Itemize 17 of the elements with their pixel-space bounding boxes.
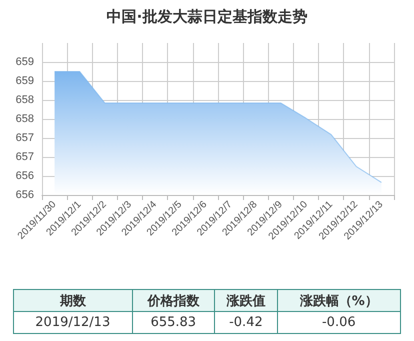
text: 涨跌值	[214, 290, 278, 312]
text: 涨跌幅（%）	[277, 290, 400, 312]
y-tick-label: 658	[16, 94, 34, 106]
chart-title: 中国·批发大蒜日定基指数走势	[106, 8, 308, 26]
y-tick-label: 656	[16, 170, 34, 182]
y-tick-label: 656	[16, 189, 34, 201]
y-tick-label: 659	[16, 75, 34, 87]
y-tick-label: 659	[16, 56, 34, 68]
text: 2019/12/13	[14, 312, 132, 334]
text: 期数	[14, 290, 132, 312]
text: 655.83	[132, 312, 215, 334]
y-tick-label: 657	[16, 151, 34, 163]
text: -0.42	[214, 312, 278, 334]
y-tick-label: 657	[16, 132, 34, 144]
text: 价格指数	[132, 290, 215, 312]
y-tick-label: 658	[16, 113, 34, 125]
text: -0.06	[277, 312, 400, 334]
